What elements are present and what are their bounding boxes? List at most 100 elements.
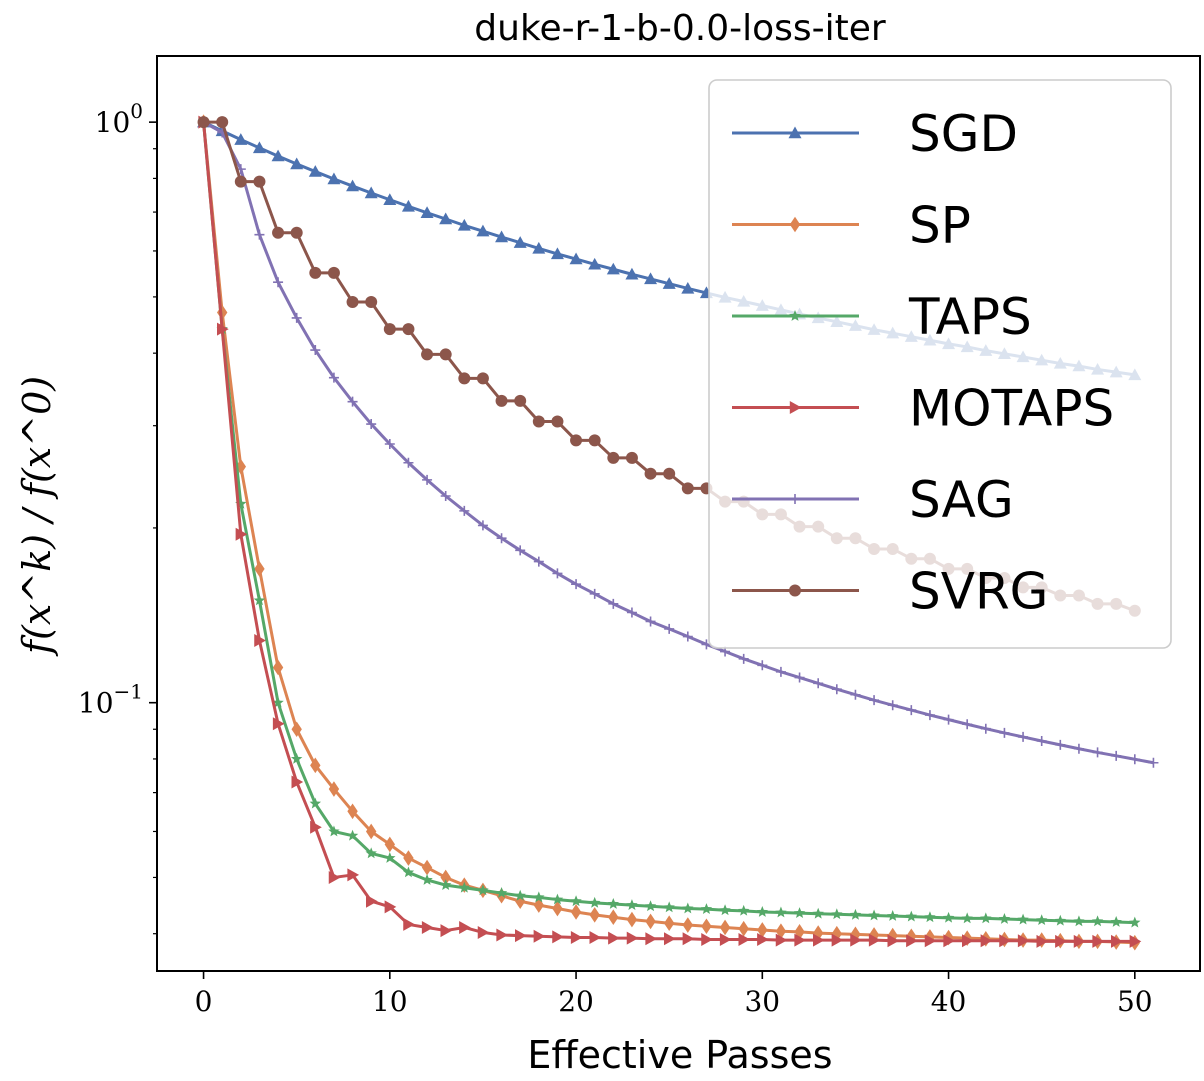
data-point-sag: [831, 684, 842, 695]
data-point-sag: [552, 568, 563, 579]
data-point-taps: [849, 908, 862, 920]
data-point-motaps: [626, 931, 639, 945]
data-point-sag: [422, 474, 433, 485]
data-point-svrg: [439, 348, 452, 361]
data-point-sgd: [476, 224, 490, 237]
data-point-sgd: [644, 272, 658, 285]
data-point-sp: [608, 909, 619, 926]
series-sag: [198, 117, 1159, 768]
data-point-taps: [253, 594, 266, 606]
data-point-taps: [458, 881, 471, 893]
data-point-motaps: [403, 917, 415, 931]
data-point-taps: [793, 907, 806, 918]
data-point-motaps: [645, 932, 658, 946]
data-point-svrg: [551, 415, 564, 428]
data-point-sgd: [346, 179, 360, 192]
chart-title: duke-r-1-b-0.0-loss-iter: [474, 8, 886, 49]
series-line-sag: [202, 120, 1154, 765]
data-point-sgd: [457, 218, 471, 231]
legend-marker-motaps: [789, 401, 802, 414]
data-point-sp: [384, 836, 396, 853]
data-point-taps: [737, 904, 750, 916]
data-point-taps: [607, 898, 620, 909]
data-point-motaps: [291, 775, 304, 789]
data-point-svrg: [570, 434, 583, 447]
data-point-sag: [496, 533, 507, 544]
data-point-taps: [346, 829, 359, 841]
data-point-sag: [1055, 739, 1066, 750]
data-point-svrg: [402, 323, 415, 336]
legend-label-motaps: MOTAPS: [909, 380, 1114, 438]
data-point-motaps: [775, 933, 788, 947]
legend-label-taps: TAPS: [908, 288, 1032, 346]
data-point-taps: [942, 911, 955, 923]
data-point-sp: [235, 458, 247, 475]
data-point-svrg: [607, 451, 620, 464]
x-axis: 0 10 20 30 40 50: [195, 971, 1153, 1018]
legend: SGD SP TAPS MOTAPS SAG SVRG: [708, 79, 1172, 649]
x-tick-label: 20: [558, 985, 594, 1018]
data-point-motaps: [272, 717, 285, 731]
series-taps: [197, 116, 1141, 928]
x-tick-label: 30: [744, 985, 780, 1018]
data-point-sag: [943, 714, 954, 725]
data-point-motaps: [738, 932, 751, 946]
data-point-sag: [775, 666, 786, 677]
data-point-sag: [403, 457, 414, 468]
legend-entry-sag: SAG: [732, 471, 1014, 529]
data-point-motaps: [477, 925, 490, 939]
data-point-sag: [887, 700, 898, 711]
data-point-sp: [682, 917, 694, 933]
data-point-taps: [1091, 915, 1104, 927]
data-point-sag: [906, 705, 917, 716]
data-point-taps: [905, 910, 918, 922]
data-point-sag: [384, 438, 395, 449]
data-point-taps: [439, 879, 452, 890]
data-point-motaps: [533, 929, 546, 943]
data-point-sag: [813, 678, 824, 689]
legend-entry-sp: SP: [732, 197, 971, 255]
data-point-sp: [272, 659, 284, 676]
y-axis-label: f(x^k) / f(x^0): [15, 376, 59, 657]
data-point-svrg: [197, 116, 210, 129]
data-point-sag: [1111, 750, 1122, 761]
data-point-sp: [701, 918, 712, 935]
data-point-sgd: [290, 157, 304, 170]
data-point-svrg: [421, 348, 434, 361]
data-point-sag: [291, 312, 302, 323]
data-point-motaps: [514, 929, 527, 943]
x-tick-label: 10: [372, 985, 408, 1018]
data-point-sgd: [252, 141, 266, 154]
data-point-sp: [589, 907, 600, 923]
data-point-taps: [402, 866, 415, 878]
data-point-sgd: [532, 241, 546, 254]
data-point-motaps: [831, 933, 844, 947]
x-tick-label: 40: [931, 985, 967, 1018]
data-point-sag: [589, 588, 600, 599]
data-point-sgd: [588, 257, 602, 270]
data-point-sag: [440, 491, 451, 501]
y-tick-label: 10−1: [78, 680, 143, 720]
data-point-motaps: [663, 932, 676, 946]
data-point-sgd: [234, 133, 248, 145]
data-point-taps: [514, 889, 526, 901]
data-point-motaps: [1036, 934, 1049, 948]
data-point-svrg: [514, 394, 527, 407]
data-point-taps: [421, 873, 433, 885]
data-point-motaps: [216, 322, 229, 336]
data-point-motaps: [365, 894, 378, 908]
data-point-sgd: [681, 281, 695, 294]
data-point-svrg: [458, 372, 471, 385]
data-point-motaps: [961, 934, 974, 948]
data-point-taps: [1073, 915, 1085, 927]
data-point-sp: [365, 823, 377, 840]
data-point-taps: [1129, 916, 1141, 928]
data-point-sp: [738, 920, 749, 937]
legend-entry-taps: TAPS: [732, 288, 1032, 346]
data-point-taps: [533, 891, 545, 903]
x-tick-label: 0: [195, 985, 213, 1018]
data-point-sag: [1036, 736, 1047, 747]
data-point-motaps: [757, 932, 769, 946]
data-point-taps: [644, 900, 657, 912]
legend-marker-svrg: [789, 584, 801, 597]
